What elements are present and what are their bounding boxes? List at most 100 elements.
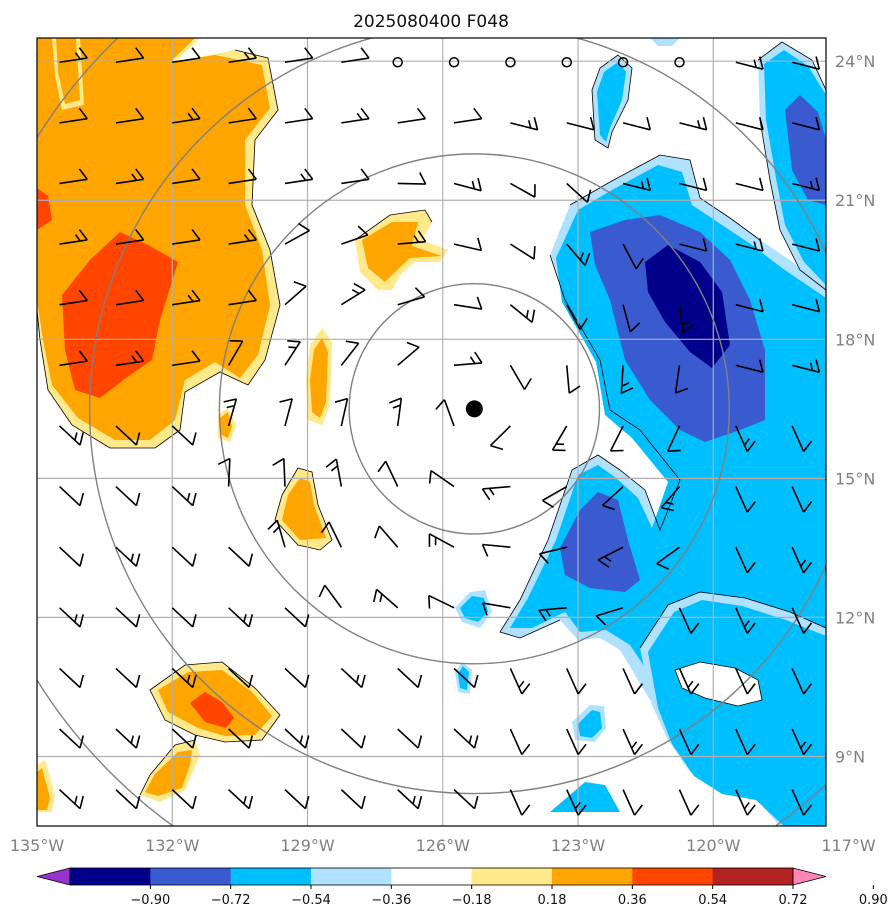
wind-barb-shaft (172, 299, 201, 306)
wind-barb-shaft (59, 178, 88, 185)
wind-barb-flag (521, 683, 531, 695)
wind-barb-flag (135, 553, 141, 567)
wind-barb-shaft (735, 182, 764, 192)
wind-barb (678, 607, 700, 634)
wind-barb (284, 789, 310, 810)
wind-barb-shaft (735, 425, 748, 452)
wind-barb (59, 168, 88, 185)
wind-barb-shaft (58, 485, 81, 507)
wind-barb-shaft (791, 122, 820, 131)
wind-barb-shaft (115, 117, 144, 124)
wind-barb-shaft (735, 546, 748, 574)
wind-barb-shaft (59, 360, 88, 367)
wind-barb-shaft (678, 668, 692, 695)
wind-barb (660, 486, 681, 512)
wind-barb (622, 177, 652, 192)
wind-barb (481, 485, 511, 501)
wind-barb-flag (287, 340, 301, 343)
wind-barb-shaft (482, 602, 511, 609)
wind-barb-flag (248, 795, 254, 809)
wind-barb-flag (629, 322, 641, 333)
wind-barb-flag (78, 47, 88, 59)
wind-barb (453, 177, 482, 192)
wind-barb (172, 107, 201, 124)
wind-barb-shaft (59, 117, 88, 124)
wind-barb-flag (815, 56, 821, 70)
wind-barb-shaft (58, 728, 81, 749)
wind-barb (171, 485, 197, 507)
wind-barb-flag (191, 47, 201, 59)
wind-barb (791, 425, 813, 452)
wind-barb-shaft (228, 667, 250, 689)
wind-barb (538, 606, 567, 622)
wind-barb (622, 116, 652, 131)
wind-barb-flag (758, 238, 764, 252)
region-east-navy (645, 245, 730, 368)
wind-barb-flag (568, 385, 581, 394)
wind-barb (172, 289, 201, 306)
wind-barb-flag (191, 614, 197, 628)
wind-barb-half-flag (527, 120, 532, 129)
wind-barb (735, 56, 764, 70)
wind-barb (735, 298, 764, 313)
wind-barb-shaft (453, 303, 482, 310)
wind-barb (340, 728, 366, 749)
wind-barb-flag (473, 674, 479, 688)
wind-barb-flag (247, 47, 257, 59)
wind-barb-shaft (58, 607, 81, 628)
wind-barb-shaft (228, 728, 250, 749)
wind-barb-half-flag (130, 735, 135, 744)
wind-barb (679, 238, 708, 252)
wind-barb-flag (223, 398, 237, 403)
wind-barb (171, 425, 197, 446)
wind-barb (115, 107, 145, 124)
colorbar-tick-label: 0.18 (538, 893, 567, 908)
wind-barb (58, 546, 85, 567)
wind-barb (735, 238, 764, 252)
wind-barb-shaft (622, 122, 651, 131)
wind-barb-flag (78, 107, 88, 120)
wind-barb-shaft (509, 789, 523, 816)
wind-barb (284, 107, 314, 124)
wind-barb-flag (577, 683, 587, 695)
colorbar-bin (632, 868, 714, 885)
wind-barb-shaft (284, 667, 307, 689)
wind-barb-shaft (538, 606, 567, 611)
wind-barb (510, 116, 539, 131)
calm-wind-marker (617, 56, 629, 68)
wind-barb (115, 168, 145, 185)
wind-barb-flag (360, 168, 370, 180)
wind-barb-half-flag (356, 112, 363, 121)
wind-barb-shaft (679, 182, 707, 192)
storm-center-marker (465, 400, 483, 418)
wind-barb (489, 425, 511, 451)
contour-n-strip (591, 54, 633, 149)
region-far-sw-orange (145, 750, 192, 796)
wind-barb (373, 588, 399, 609)
wind-barb (334, 397, 349, 427)
wind-barb-flag (416, 107, 427, 120)
colorbar-bin (230, 868, 312, 885)
wind-barb (735, 607, 756, 634)
wind-barb (58, 789, 85, 810)
lat-tick-label: 9°N (835, 747, 865, 766)
wind-barb-flag (135, 735, 141, 749)
wind-barb (115, 728, 141, 749)
wind-barb-half-flag (412, 795, 416, 805)
lon-tick-label: 132°W (145, 836, 200, 855)
wind-barb-flag (758, 116, 764, 130)
wind-barb-shaft (453, 243, 482, 252)
wind-barb-flag (646, 116, 652, 130)
wind-barb-shaft (115, 178, 144, 185)
wind-barb-half-flag (392, 404, 401, 409)
wind-barb-flag (135, 47, 145, 59)
lon-tick-label: 135°W (10, 836, 65, 855)
wind-barb-shaft (227, 458, 231, 487)
wind-barb-shaft (509, 243, 535, 260)
wind-barb-flag (667, 449, 681, 453)
wind-barb-half-flag (640, 180, 645, 189)
wind-barb (791, 116, 821, 131)
wind-barb-flag (473, 107, 483, 120)
wind-barb (228, 546, 254, 567)
